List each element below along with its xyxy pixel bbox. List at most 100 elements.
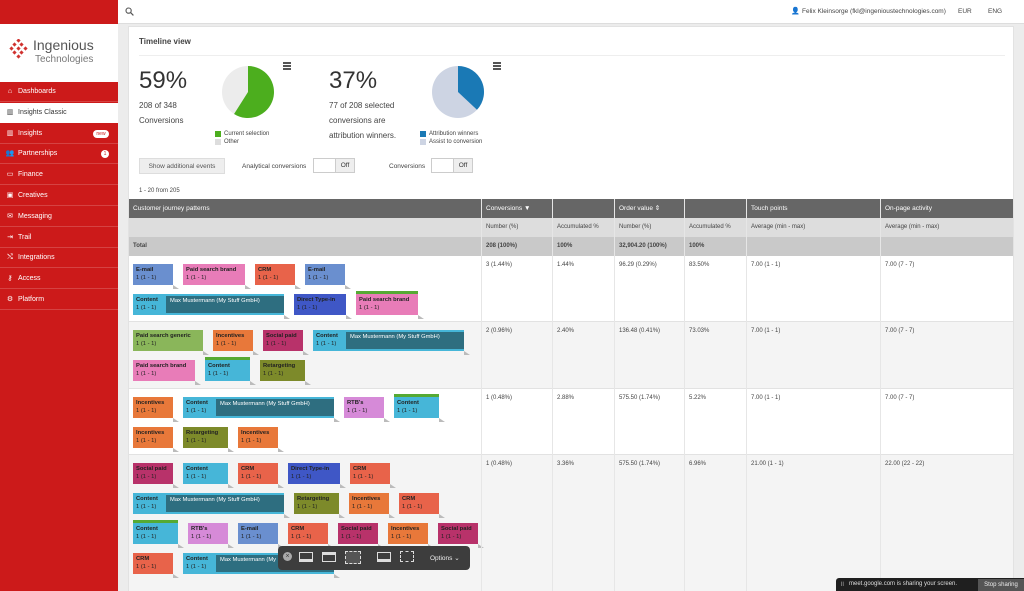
journey-touchpoint[interactable]: CRM 1 (1 - 1): [238, 463, 284, 488]
pie1-menu-icon[interactable]: [283, 62, 291, 70]
journey-touchpoint[interactable]: Retargeting 1 (1 - 1): [183, 427, 234, 452]
tag-fold: [340, 484, 346, 488]
journey-touchpoint[interactable]: CRM 1 (1 - 1): [399, 493, 445, 518]
journey-touchpoint[interactable]: Content 1 (1 - 1): [205, 357, 256, 385]
brand-logo[interactable]: Ingenious Technologies: [0, 24, 118, 82]
sidebar-item-creatives[interactable]: ▣ Creatives: [0, 186, 118, 206]
total-order-accumulated: 100%: [689, 243, 705, 249]
journey-touchpoint[interactable]: CRM 1 (1 - 1): [255, 264, 301, 289]
sort-desc-icon[interactable]: ▼: [523, 205, 531, 212]
journey-touchpoint[interactable]: Incentives 1 (1 - 1): [388, 523, 434, 548]
screen-capture-icon[interactable]: [322, 552, 336, 562]
cell-tp: 7.00 (1 - 1): [751, 395, 781, 401]
sidebar-item-messaging[interactable]: ✉ Messaging: [0, 207, 118, 227]
total-conv-accumulated: 100%: [557, 243, 573, 249]
touchpoint-channel: RTB's: [191, 526, 208, 532]
journey-touchpoint[interactable]: RTB's 1 (1 - 1): [188, 523, 234, 548]
sidebar-item-insights[interactable]: ▥ Insights new: [0, 124, 118, 144]
sidebar-item-finance[interactable]: ▭ Finance: [0, 165, 118, 186]
journey-touchpoint[interactable]: Content 1 (1 - 1) Max Mustermann (My Stuff…: [133, 294, 290, 319]
sidebar-item-platform[interactable]: ⚙ Platform: [0, 290, 118, 310]
journey-touchpoint[interactable]: Paid search brand 1 (1 - 1): [183, 264, 251, 289]
user-menu[interactable]: Felix Kleinsorge (fkl@ingenioustechnolog…: [802, 8, 946, 15]
options-menu[interactable]: Options ⌄: [430, 555, 460, 562]
tag-fold: [278, 448, 284, 452]
currency-select[interactable]: EUR: [958, 8, 972, 15]
bar-chart-icon: ▥: [6, 129, 14, 137]
header-touch-points[interactable]: Touch points: [751, 205, 788, 212]
pie2-menu-icon[interactable]: [493, 62, 501, 70]
sort-icon[interactable]: ⇕: [654, 205, 661, 212]
touchpoint-count: 1 (1 - 1): [241, 474, 262, 480]
journey-touchpoint[interactable]: E-mail 1 (1 - 1): [238, 523, 284, 548]
language-select[interactable]: ENG: [988, 8, 1003, 15]
record-selection-icon[interactable]: [400, 551, 414, 562]
journey-touchpoint[interactable]: Social paid 1 (1 - 1): [338, 523, 384, 548]
journey-touchpoint[interactable]: Social paid 1 (1 - 1): [263, 330, 309, 355]
analytical-conversions-toggle[interactable]: Off: [313, 158, 355, 173]
journey-touchpoint[interactable]: Incentives 1 (1 - 1): [213, 330, 259, 355]
record-screen-icon[interactable]: [377, 552, 391, 562]
journey-touchpoint[interactable]: Content 1 (1 - 1) Max Mustermann (My Stuff…: [313, 330, 470, 355]
envelope-icon: ✉: [7, 212, 13, 220]
touchpoint-channel: Social paid: [341, 526, 372, 532]
journey-touchpoint[interactable]: Incentives 1 (1 - 1): [133, 427, 179, 452]
key-icon: ⚷: [7, 275, 13, 283]
sidebar-item-dashboards[interactable]: ⌂ Dashboards: [0, 82, 118, 102]
journey-touchpoint[interactable]: Paid search brand 1 (1 - 1): [133, 360, 201, 385]
sidebar-item-partnerships[interactable]: 👥 Partnerships 1: [0, 144, 118, 165]
sidebar-item-insights-classic[interactable]: ▥ Insights Classic: [0, 102, 118, 123]
legend-current-selection: Current selection: [224, 131, 270, 137]
journey-touchpoint[interactable]: Content 1 (1 - 1) Max Mustermann (My Stuff…: [133, 493, 290, 518]
journey-touchpoint[interactable]: E-mail 1 (1 - 1): [305, 264, 351, 289]
journey-touchpoint[interactable]: Retargeting 1 (1 - 1): [294, 493, 345, 518]
journey-touchpoint[interactable]: CRM 1 (1 - 1): [288, 523, 334, 548]
journey-touchpoint[interactable]: Direct Type-in 1 (1 - 1): [288, 463, 346, 488]
journey-touchpoint[interactable]: RTB's 1 (1 - 1): [344, 397, 390, 422]
search-icon[interactable]: [125, 7, 134, 16]
sidebar-item-trail[interactable]: ⇥ Trail: [0, 228, 118, 248]
header-journey-patterns: Customer journey patterns: [133, 205, 210, 212]
tag-fold: [173, 285, 179, 289]
table-subheader: [129, 218, 1013, 237]
journey-touchpoint[interactable]: CRM 1 (1 - 1): [133, 553, 179, 578]
journey-touchpoint[interactable]: Content 1 (1 - 1): [183, 463, 234, 488]
journey-touchpoint[interactable]: Incentives 1 (1 - 1): [349, 493, 395, 518]
journey-touchpoint[interactable]: Incentives 1 (1 - 1): [133, 397, 179, 422]
journey-touchpoint[interactable]: E-mail 1 (1 - 1): [133, 264, 179, 289]
journey-touchpoint[interactable]: Social paid 1 (1 - 1): [133, 463, 179, 488]
subheader-order-number: Number (%): [619, 224, 652, 230]
header-order-value[interactable]: Order value ⇕: [619, 199, 660, 218]
cell-ov: 575.50 (1.74%): [619, 395, 661, 401]
journey-touchpoint[interactable]: Social paid 1 (1 - 1): [438, 523, 484, 548]
sidebar-item-access[interactable]: ⚷ Access: [0, 269, 118, 290]
touchpoint-count: 1 (1 - 1): [291, 474, 312, 480]
journey-touchpoint[interactable]: Paid search brand 1 (1 - 1): [356, 291, 424, 319]
tag-fold: [250, 381, 256, 385]
touchpoint-partner: Max Mustermann (My Stuff GmbH): [216, 399, 334, 416]
touchpoint-count: 1 (1 - 1): [397, 408, 418, 414]
header-conversions[interactable]: Conversions ▼: [486, 199, 530, 218]
journey-touchpoint[interactable]: Retargeting 1 (1 - 1): [260, 360, 311, 385]
journey-touchpoint[interactable]: CRM 1 (1 - 1): [350, 463, 396, 488]
header-onpage-activity[interactable]: On-page activity: [885, 205, 932, 212]
journey-touchpoint[interactable]: Content 1 (1 - 1): [394, 394, 445, 422]
show-additional-events-button[interactable]: Show additional events: [139, 158, 225, 174]
touchpoint-channel: Social paid: [266, 333, 297, 339]
journey-touchpoint[interactable]: Content 1 (1 - 1) Max Mustermann (My Stuff…: [183, 397, 340, 422]
sidebar-item-integrations[interactable]: ⤭ Integrations: [0, 248, 118, 269]
legend-attribution-winners: Attribution winners: [429, 131, 479, 137]
touchpoint-channel: CRM: [258, 267, 272, 273]
tag-fold: [173, 484, 179, 488]
stop-sharing-button[interactable]: Stop sharing: [978, 579, 1024, 591]
journey-touchpoint[interactable]: Paid search generic 1 (1 - 1): [133, 330, 209, 355]
journey-touchpoint[interactable]: Incentives 1 (1 - 1): [238, 427, 284, 452]
close-toolbar-icon[interactable]: ×: [283, 552, 292, 561]
journey-touchpoint[interactable]: Direct Type-in 1 (1 - 1): [294, 294, 352, 319]
conversions-toggle[interactable]: Off: [431, 158, 473, 173]
selection-capture-icon[interactable]: [345, 551, 361, 564]
journey-touchpoint[interactable]: Content 1 (1 - 1): [133, 520, 184, 548]
touchpoint-channel: CRM: [136, 556, 150, 562]
attribution-main-slice: [458, 66, 484, 110]
window-capture-icon[interactable]: [299, 552, 313, 562]
